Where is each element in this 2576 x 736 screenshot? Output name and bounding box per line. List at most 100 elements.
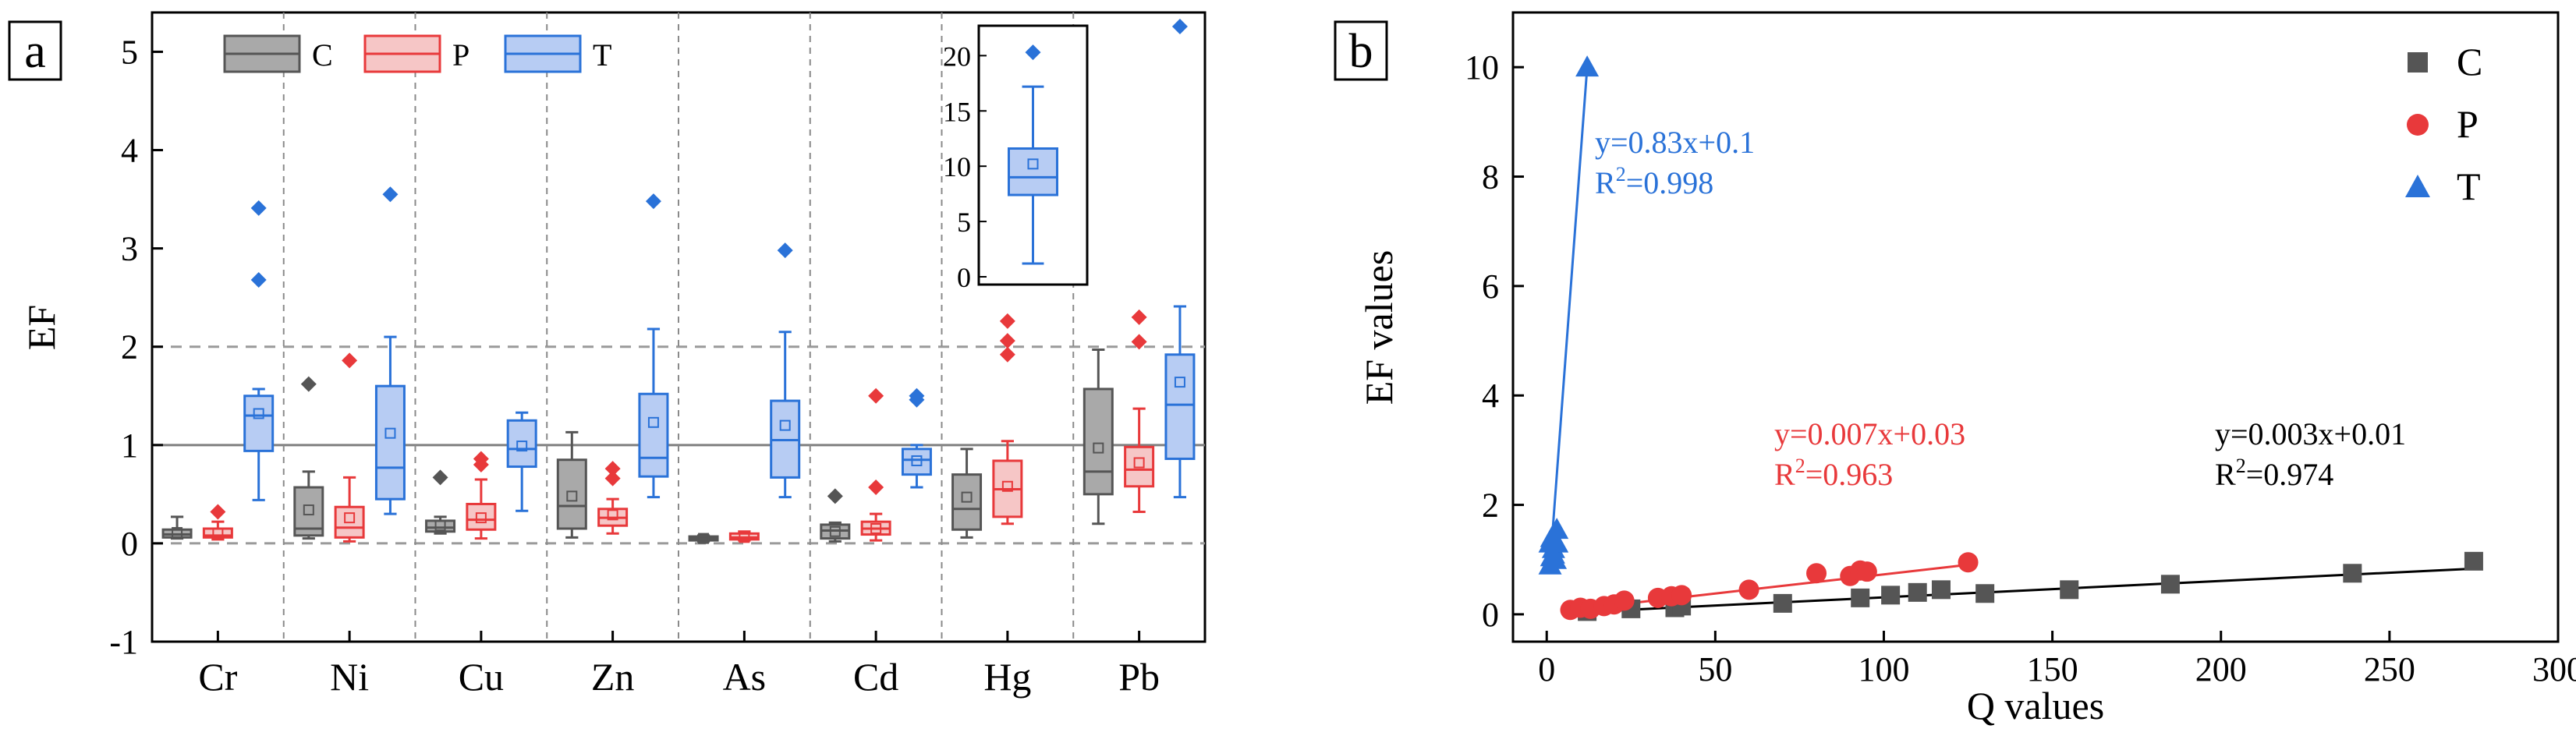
box-iqr	[466, 502, 497, 531]
y-tick-label: 5	[121, 33, 138, 71]
box-mean	[870, 522, 882, 534]
box-mean	[303, 504, 314, 516]
panel-a-x-axis: Cr Ni Cu Zn As Cd Hg Pb	[198, 631, 1160, 699]
y-tick-label: 10	[1465, 48, 1499, 87]
x-tick-label: 50	[1698, 650, 1732, 688]
fit-line-T	[1549, 67, 1589, 565]
c-fit-r2-prefix: R	[2215, 457, 2236, 492]
t-fit-r2: R2=0.998	[1595, 163, 1713, 200]
x-tick-label: As	[723, 655, 767, 699]
t-fit-equation: y=0.83x+0.1	[1595, 125, 1755, 160]
box-mean	[516, 441, 528, 452]
legend-label: T	[593, 37, 611, 73]
x-tick-label: 100	[1858, 650, 1909, 688]
x-tick-label: Zn	[591, 655, 635, 699]
inset-y-tick-label: 5	[957, 207, 971, 238]
outlier-marker	[473, 451, 489, 467]
box-mean	[1133, 457, 1145, 469]
x-tick-label: Cr	[198, 655, 237, 699]
x-tick-label: 0	[1538, 650, 1555, 688]
inset-y-tick-label: 10	[943, 151, 971, 182]
box-mean	[1001, 480, 1013, 492]
box-iqr	[243, 395, 275, 452]
box-mean	[911, 455, 923, 466]
y-tick-label: 1	[121, 426, 138, 465]
x-tick-label: 300	[2532, 650, 2576, 688]
inset-y-tick-label: 20	[943, 41, 971, 72]
box-mean	[1093, 442, 1104, 454]
box-iqr	[1164, 353, 1196, 460]
panel-a-boxes	[161, 19, 1196, 544]
x-tick-label: Pb	[1118, 655, 1160, 699]
outlier-marker	[909, 387, 925, 404]
c-fit-equation: y=0.003x+0.01	[2215, 416, 2406, 451]
t-fit-r2-value: =0.998	[1626, 165, 1714, 200]
y-tick-label: 3	[121, 230, 138, 268]
point-square	[1931, 580, 1951, 600]
panel-a: -1 0 1 2 3 4 5 Cr Ni Cu Zn As Cd Hg Pb EF a C P T 0 5 10 1…	[8, 11, 1207, 699]
point-square	[1851, 588, 1870, 607]
box-iqr	[506, 419, 537, 469]
point-square	[2060, 580, 2079, 600]
box-iqr	[901, 448, 932, 476]
outlier-marker	[250, 271, 267, 288]
box-mean	[384, 427, 396, 439]
point-triangle	[1541, 542, 1565, 564]
box-mean	[566, 490, 578, 502]
outlier-marker	[382, 186, 399, 203]
panel-b-x-axis-title: Q values	[1967, 684, 2104, 727]
panel-b-points	[1538, 55, 2483, 621]
outlier-marker	[999, 333, 1015, 349]
point-circle	[1958, 552, 1979, 573]
x-tick-label: Cu	[459, 655, 504, 699]
point-square	[1908, 582, 1927, 602]
box-mean	[961, 491, 973, 503]
x-tick-label: 200	[2195, 650, 2247, 688]
point-circle	[1856, 561, 1877, 582]
point-circle	[2407, 114, 2429, 136]
x-tick-label: Cd	[853, 655, 898, 699]
point-square	[2160, 575, 2180, 594]
box-iqr	[1008, 147, 1058, 196]
panel-b-label-box	[1334, 20, 1388, 81]
box-mean	[212, 528, 224, 540]
panel-a-inset: 0 5 10 15 20	[943, 24, 1089, 293]
outlier-marker	[1131, 334, 1147, 350]
point-circle	[1806, 563, 1827, 584]
point-circle	[1738, 579, 1759, 600]
fit-line-C	[1580, 567, 2475, 614]
p-fit-equation: y=0.007x+0.03	[1774, 416, 1965, 451]
box-mean	[344, 512, 356, 524]
p-fit-r2: R2=0.963	[1774, 455, 1893, 492]
point-triangle	[2405, 175, 2430, 197]
panel-b-plot-frame	[1511, 11, 2560, 643]
y-tick-label: 4	[121, 132, 138, 170]
outlier-marker	[1131, 309, 1147, 325]
point-circle	[1671, 585, 1692, 606]
outlier-marker	[868, 387, 884, 404]
panel-a-label: a	[24, 25, 46, 78]
y-tick-label: 2	[1482, 487, 1499, 525]
legend-label: C	[312, 37, 333, 73]
outlier-marker	[777, 242, 793, 259]
outlier-marker	[1025, 44, 1041, 61]
point-triangle	[1575, 55, 1600, 77]
outlier-marker	[1171, 19, 1188, 34]
box-iqr	[638, 392, 669, 478]
box-mean	[475, 512, 487, 524]
outlier-marker	[999, 313, 1015, 329]
y-tick-label: 0	[1482, 596, 1499, 634]
panel-b-label: b	[1349, 25, 1373, 78]
outlier-marker	[300, 376, 317, 392]
p-fit-r2-exp: 2	[1795, 455, 1805, 477]
x-tick-label: 150	[2027, 650, 2078, 688]
box-mean	[739, 532, 750, 543]
c-fit-r2: R2=0.974	[2215, 455, 2333, 492]
outlier-marker	[645, 193, 661, 210]
point-square	[2408, 52, 2428, 73]
box-mean	[253, 408, 264, 419]
point-square	[2343, 564, 2362, 583]
outlier-marker	[342, 352, 358, 369]
